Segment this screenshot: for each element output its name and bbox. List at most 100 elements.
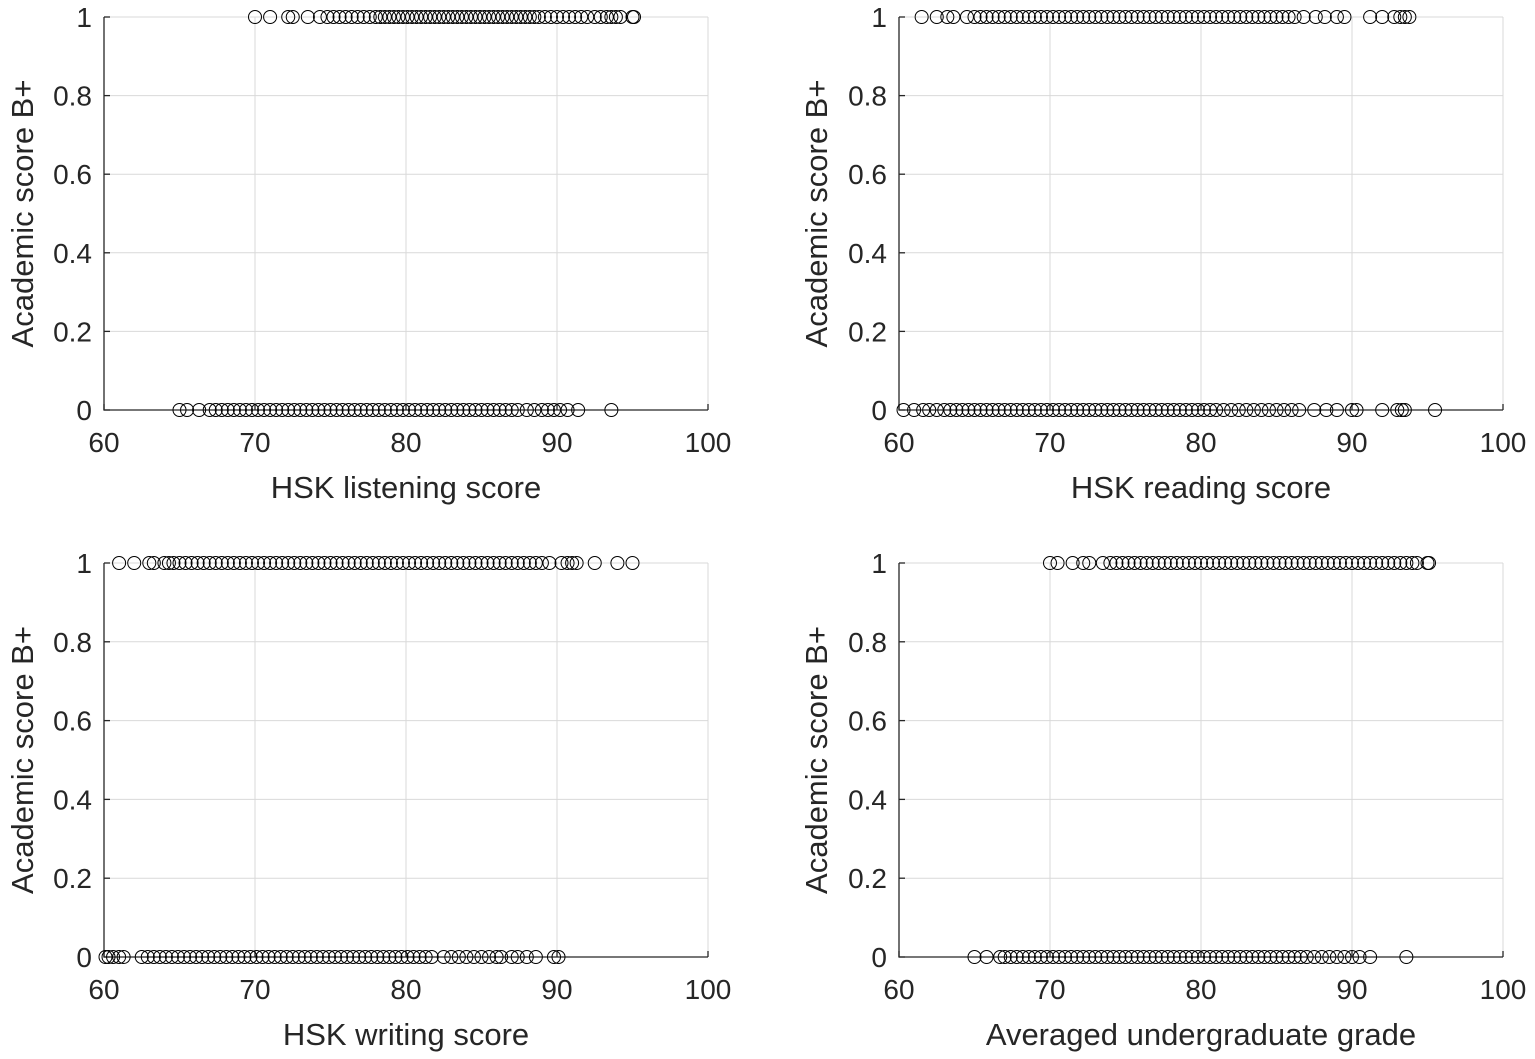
data-point — [1175, 556, 1190, 570]
data-point — [376, 950, 391, 964]
data-point — [462, 403, 477, 417]
data-point — [519, 950, 534, 964]
data-point — [1345, 403, 1359, 417]
data-point — [510, 556, 525, 570]
data-point — [550, 10, 564, 24]
data-point — [1375, 403, 1390, 417]
data-point — [560, 403, 575, 417]
data-point — [157, 556, 172, 570]
data-point — [1033, 403, 1048, 417]
data-point — [504, 950, 519, 964]
data-point — [251, 403, 266, 417]
y-tick-label: 1 — [76, 2, 92, 33]
data-point — [1148, 403, 1163, 417]
data-point — [370, 950, 385, 964]
data-point — [1197, 950, 1212, 964]
data-point — [1206, 556, 1221, 570]
data-point — [414, 10, 429, 24]
data-point — [462, 556, 477, 570]
data-point — [300, 10, 315, 24]
y-tick-label: 0.8 — [848, 627, 887, 658]
data-point — [335, 556, 350, 570]
data-point — [347, 556, 362, 570]
data-point — [1003, 10, 1018, 24]
data-point — [1033, 10, 1048, 24]
data-point — [1139, 556, 1154, 570]
data-point — [1357, 556, 1372, 570]
data-point — [580, 10, 595, 24]
data-point — [1130, 403, 1145, 417]
data-point — [1239, 950, 1254, 964]
data-point — [269, 556, 284, 570]
data-point — [1064, 10, 1079, 24]
data-point — [347, 403, 362, 417]
data-point — [1109, 556, 1124, 570]
data-point — [1169, 556, 1184, 570]
data-point — [1088, 403, 1103, 417]
data-point — [1184, 950, 1199, 964]
data-point — [565, 556, 580, 570]
data-point — [1215, 950, 1230, 964]
data-point — [275, 556, 290, 570]
data-point — [937, 403, 952, 417]
data-point — [423, 10, 438, 24]
data-point — [1375, 556, 1390, 570]
data-point — [518, 10, 533, 24]
data-point — [486, 403, 501, 417]
data-point — [456, 403, 471, 417]
y-tick-label: 1 — [871, 548, 887, 579]
data-point — [326, 10, 341, 24]
data-point — [534, 556, 549, 570]
data-point — [1190, 950, 1205, 964]
data-point — [402, 403, 417, 417]
data-point — [183, 950, 198, 964]
data-point — [1154, 403, 1169, 417]
data-point — [237, 950, 252, 964]
data-point — [959, 10, 974, 24]
data-point — [1118, 403, 1133, 417]
data-point — [1296, 556, 1311, 570]
data-point — [1329, 403, 1344, 417]
data-point — [438, 556, 453, 570]
data-point — [1046, 10, 1061, 24]
data-point — [940, 10, 955, 24]
x-axis-label: HSK writing score — [283, 1017, 529, 1052]
data-point — [1115, 556, 1130, 570]
data-point — [1405, 556, 1420, 570]
data-point — [261, 950, 276, 964]
data-point — [1197, 403, 1212, 417]
data-point — [1121, 556, 1136, 570]
data-point — [914, 10, 929, 24]
data-point — [1246, 403, 1261, 417]
data-point — [395, 10, 410, 24]
data-point — [340, 950, 355, 964]
y-tick-label: 0.4 — [848, 238, 887, 269]
data-point — [482, 10, 497, 24]
data-point — [1065, 556, 1080, 570]
data-point — [377, 403, 392, 417]
data-point — [568, 10, 583, 24]
data-point — [273, 950, 288, 964]
data-point — [213, 950, 228, 964]
data-point — [297, 950, 312, 964]
data-point — [1319, 403, 1334, 417]
data-point — [543, 10, 558, 24]
data-point — [1221, 10, 1236, 24]
x-axis-label: HSK reading score — [1071, 470, 1331, 505]
data-point — [1292, 403, 1307, 417]
data-point — [1009, 10, 1024, 24]
data-point — [1142, 950, 1157, 964]
data-point — [1209, 403, 1224, 417]
data-point — [450, 403, 465, 417]
data-point — [214, 556, 229, 570]
data-point — [1148, 950, 1163, 964]
x-tick-label: 80 — [1185, 427, 1216, 458]
data-point — [546, 403, 561, 417]
data-point — [1136, 403, 1151, 417]
data-point — [1200, 556, 1215, 570]
data-point — [101, 950, 116, 964]
data-point — [1345, 556, 1359, 570]
data-point — [386, 10, 401, 24]
data-point — [1082, 950, 1097, 964]
data-point — [257, 403, 272, 417]
